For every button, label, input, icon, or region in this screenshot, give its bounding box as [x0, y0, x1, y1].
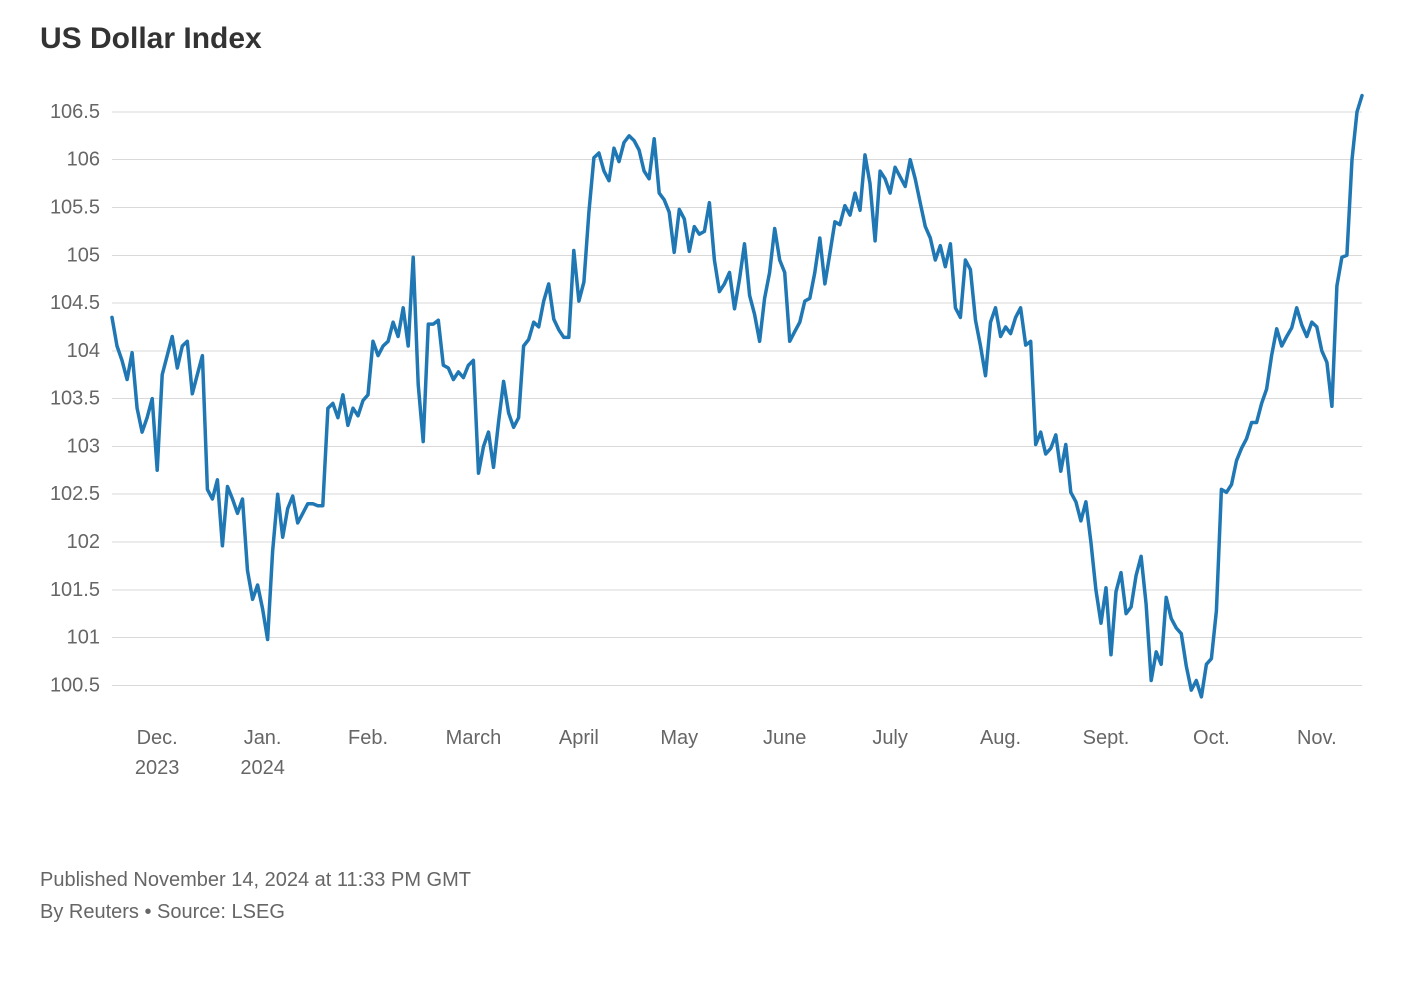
- byline: By Reuters • Source: LSEG: [40, 896, 1380, 928]
- y-tick-label: 100.5: [50, 674, 100, 696]
- chart-container: 100.5 101 101.5 102 102.5 103 103.5 104 104.5 105…: [40, 76, 1380, 836]
- x-tick-sublabel: 2023: [135, 757, 180, 779]
- x-tick-label: Aug.: [980, 727, 1021, 749]
- y-tick-label: 101.5: [50, 579, 100, 601]
- y-tick-label: 102.5: [50, 483, 100, 505]
- x-tick-label: March: [446, 727, 502, 749]
- x-tick-label: Sept.: [1083, 727, 1130, 749]
- chart-footer: Published November 14, 2024 at 11:33 PM …: [40, 864, 1380, 928]
- chart-title: US Dollar Index: [40, 22, 1380, 56]
- y-tick-label: 106.5: [50, 101, 100, 123]
- published-line: Published November 14, 2024 at 11:33 PM …: [40, 864, 1380, 896]
- y-tick-label: 102: [67, 531, 100, 553]
- x-tick-label: April: [559, 727, 599, 749]
- x-tick-label: Jan.: [244, 727, 282, 749]
- x-tick-label: June: [763, 727, 806, 749]
- x-tick-label: July: [872, 727, 908, 749]
- y-tick-label: 105.5: [50, 196, 100, 218]
- y-tick-label: 101: [67, 627, 100, 649]
- x-tick-label: Oct.: [1193, 727, 1230, 749]
- y-tick-label: 105: [67, 244, 100, 266]
- y-tick-label: 104: [67, 340, 100, 362]
- x-tick-label: Dec.: [137, 727, 178, 749]
- dxy-series-line: [112, 96, 1362, 697]
- y-tick-label: 104.5: [50, 292, 100, 314]
- x-tick-label: Nov.: [1297, 727, 1337, 749]
- y-tick-label: 103: [67, 435, 100, 457]
- line-chart: 100.5 101 101.5 102 102.5 103 103.5 104 104.5 105…: [40, 76, 1380, 806]
- y-tick-label: 103.5: [50, 388, 100, 410]
- y-tick-label: 106: [67, 149, 100, 171]
- x-tick-label: May: [660, 727, 698, 749]
- x-tick-sublabel: 2024: [240, 757, 285, 779]
- x-tick-label: Feb.: [348, 727, 388, 749]
